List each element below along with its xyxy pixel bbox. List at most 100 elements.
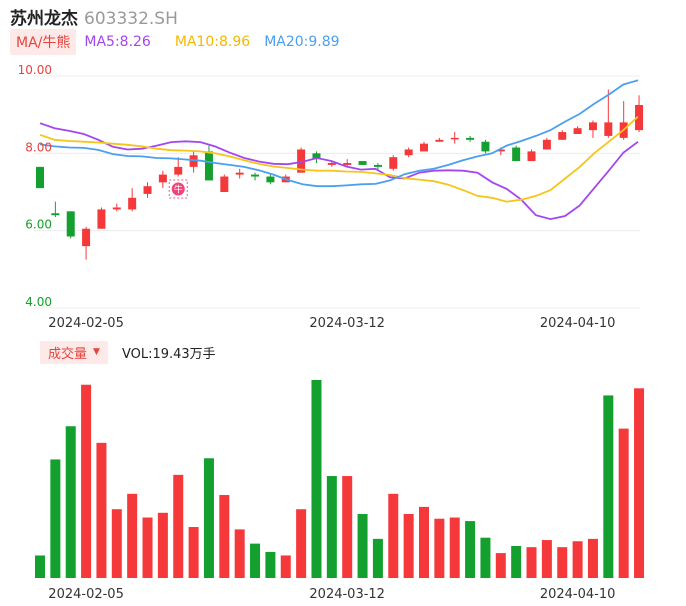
- candle-body: [251, 174, 260, 177]
- candle-body: [373, 164, 382, 167]
- volume-bar[interactable]: [173, 474, 184, 578]
- candle[interactable]: [220, 174, 229, 192]
- candle[interactable]: [251, 172, 260, 181]
- candle-body: [558, 132, 567, 140]
- candle[interactable]: [128, 188, 137, 212]
- volume-bar[interactable]: [35, 555, 45, 578]
- volume-bar[interactable]: [572, 541, 583, 578]
- candle[interactable]: [36, 166, 44, 189]
- volume-bar[interactable]: [265, 551, 276, 578]
- candle[interactable]: [389, 155, 398, 171]
- candle[interactable]: [527, 149, 536, 162]
- candle[interactable]: [235, 168, 244, 179]
- volume-bar[interactable]: [219, 495, 230, 578]
- volume-bar[interactable]: [480, 537, 491, 578]
- volume-bar[interactable]: [541, 540, 552, 578]
- candle[interactable]: [619, 101, 628, 140]
- candle[interactable]: [97, 207, 106, 229]
- candle[interactable]: [158, 170, 167, 189]
- candle-body: [466, 137, 475, 140]
- volume-bar[interactable]: [634, 388, 645, 578]
- candle[interactable]: [266, 174, 275, 185]
- candle[interactable]: [481, 139, 490, 154]
- candle[interactable]: [66, 211, 75, 239]
- volume-bar[interactable]: [157, 512, 168, 578]
- candle-body: [189, 155, 198, 167]
- candle-body: [174, 166, 183, 175]
- candle-body: [635, 105, 644, 131]
- candle[interactable]: [204, 145, 213, 181]
- volume-bar[interactable]: [280, 555, 291, 578]
- volume-bar[interactable]: [587, 538, 598, 578]
- candle-body: [358, 161, 367, 165]
- candle[interactable]: [82, 226, 91, 260]
- candle[interactable]: [542, 137, 551, 150]
- candle-body: [527, 151, 536, 162]
- volume-bar[interactable]: [419, 506, 429, 578]
- candle-body: [404, 149, 413, 156]
- candle-body: [542, 139, 551, 150]
- volume-bar[interactable]: [434, 518, 445, 578]
- volume-bar[interactable]: [111, 509, 122, 578]
- volume-indicator-selector[interactable]: 成交量 ▼: [40, 340, 108, 364]
- ma-type-selector[interactable]: MA/牛熊: [10, 29, 77, 55]
- volume-bar[interactable]: [357, 513, 368, 578]
- volume-bar[interactable]: [526, 547, 537, 578]
- candle[interactable]: [343, 159, 352, 167]
- candle[interactable]: [512, 145, 521, 162]
- volume-bar[interactable]: [96, 442, 107, 578]
- volume-bar[interactable]: [188, 527, 199, 578]
- candle[interactable]: [174, 157, 183, 177]
- ma20-legend: MA20:9.89: [264, 34, 340, 50]
- volume-bar[interactable]: [142, 517, 153, 578]
- candle-body: [66, 211, 75, 237]
- candle[interactable]: [466, 135, 475, 142]
- volume-bar[interactable]: [372, 538, 383, 578]
- ma10-legend: MA10:8.96: [174, 34, 251, 50]
- candle[interactable]: [312, 151, 321, 163]
- volume-bar[interactable]: [495, 553, 506, 578]
- candle[interactable]: [450, 132, 459, 144]
- volume-bar[interactable]: [250, 543, 261, 578]
- volume-bar[interactable]: [403, 513, 414, 578]
- candle[interactable]: [558, 130, 567, 140]
- candle[interactable]: [435, 137, 444, 142]
- bull-signal-icon[interactable]: 牛: [168, 179, 188, 199]
- volume-bar[interactable]: [234, 529, 245, 578]
- volume-bar[interactable]: [65, 426, 76, 578]
- volume-bar[interactable]: [557, 547, 568, 578]
- volume-bar[interactable]: [296, 509, 307, 578]
- volume-chart[interactable]: 2024-02-05 2024-03-12 2024-04-10: [0, 366, 686, 606]
- candle-body: [496, 149, 505, 152]
- ma10-line: [39, 115, 639, 203]
- candlestick-chart[interactable]: 10.00 8.00 6.00 4.00 2024-02-05 2024-03-12 20…: [0, 0, 686, 330]
- volume-bar[interactable]: [203, 458, 214, 578]
- volume-bar[interactable]: [342, 476, 353, 578]
- volume-bar[interactable]: [618, 428, 629, 578]
- candle[interactable]: [404, 147, 413, 158]
- volume-bar[interactable]: [388, 493, 399, 578]
- candle[interactable]: [143, 182, 152, 198]
- volume-bar[interactable]: [449, 517, 460, 578]
- volume-bar[interactable]: [50, 459, 61, 578]
- candle[interactable]: [588, 120, 597, 138]
- candle[interactable]: [51, 201, 60, 218]
- volume-bar[interactable]: [311, 380, 322, 578]
- volume-bar[interactable]: [127, 493, 138, 578]
- candle[interactable]: [420, 141, 428, 152]
- candle[interactable]: [189, 151, 198, 173]
- candle[interactable]: [604, 89, 613, 138]
- x-tick-label: 2024-02-05: [48, 316, 124, 330]
- volume-bar[interactable]: [465, 521, 476, 578]
- candle[interactable]: [573, 126, 582, 134]
- candle-body: [327, 163, 336, 165]
- volume-bar[interactable]: [603, 395, 614, 578]
- candle[interactable]: [297, 147, 306, 173]
- candle[interactable]: [358, 161, 367, 165]
- volume-bar[interactable]: [326, 476, 337, 578]
- candle[interactable]: [635, 95, 644, 133]
- candle[interactable]: [112, 203, 121, 212]
- volume-bar[interactable]: [511, 545, 522, 578]
- candle-body: [82, 228, 91, 247]
- volume-bar[interactable]: [81, 384, 92, 578]
